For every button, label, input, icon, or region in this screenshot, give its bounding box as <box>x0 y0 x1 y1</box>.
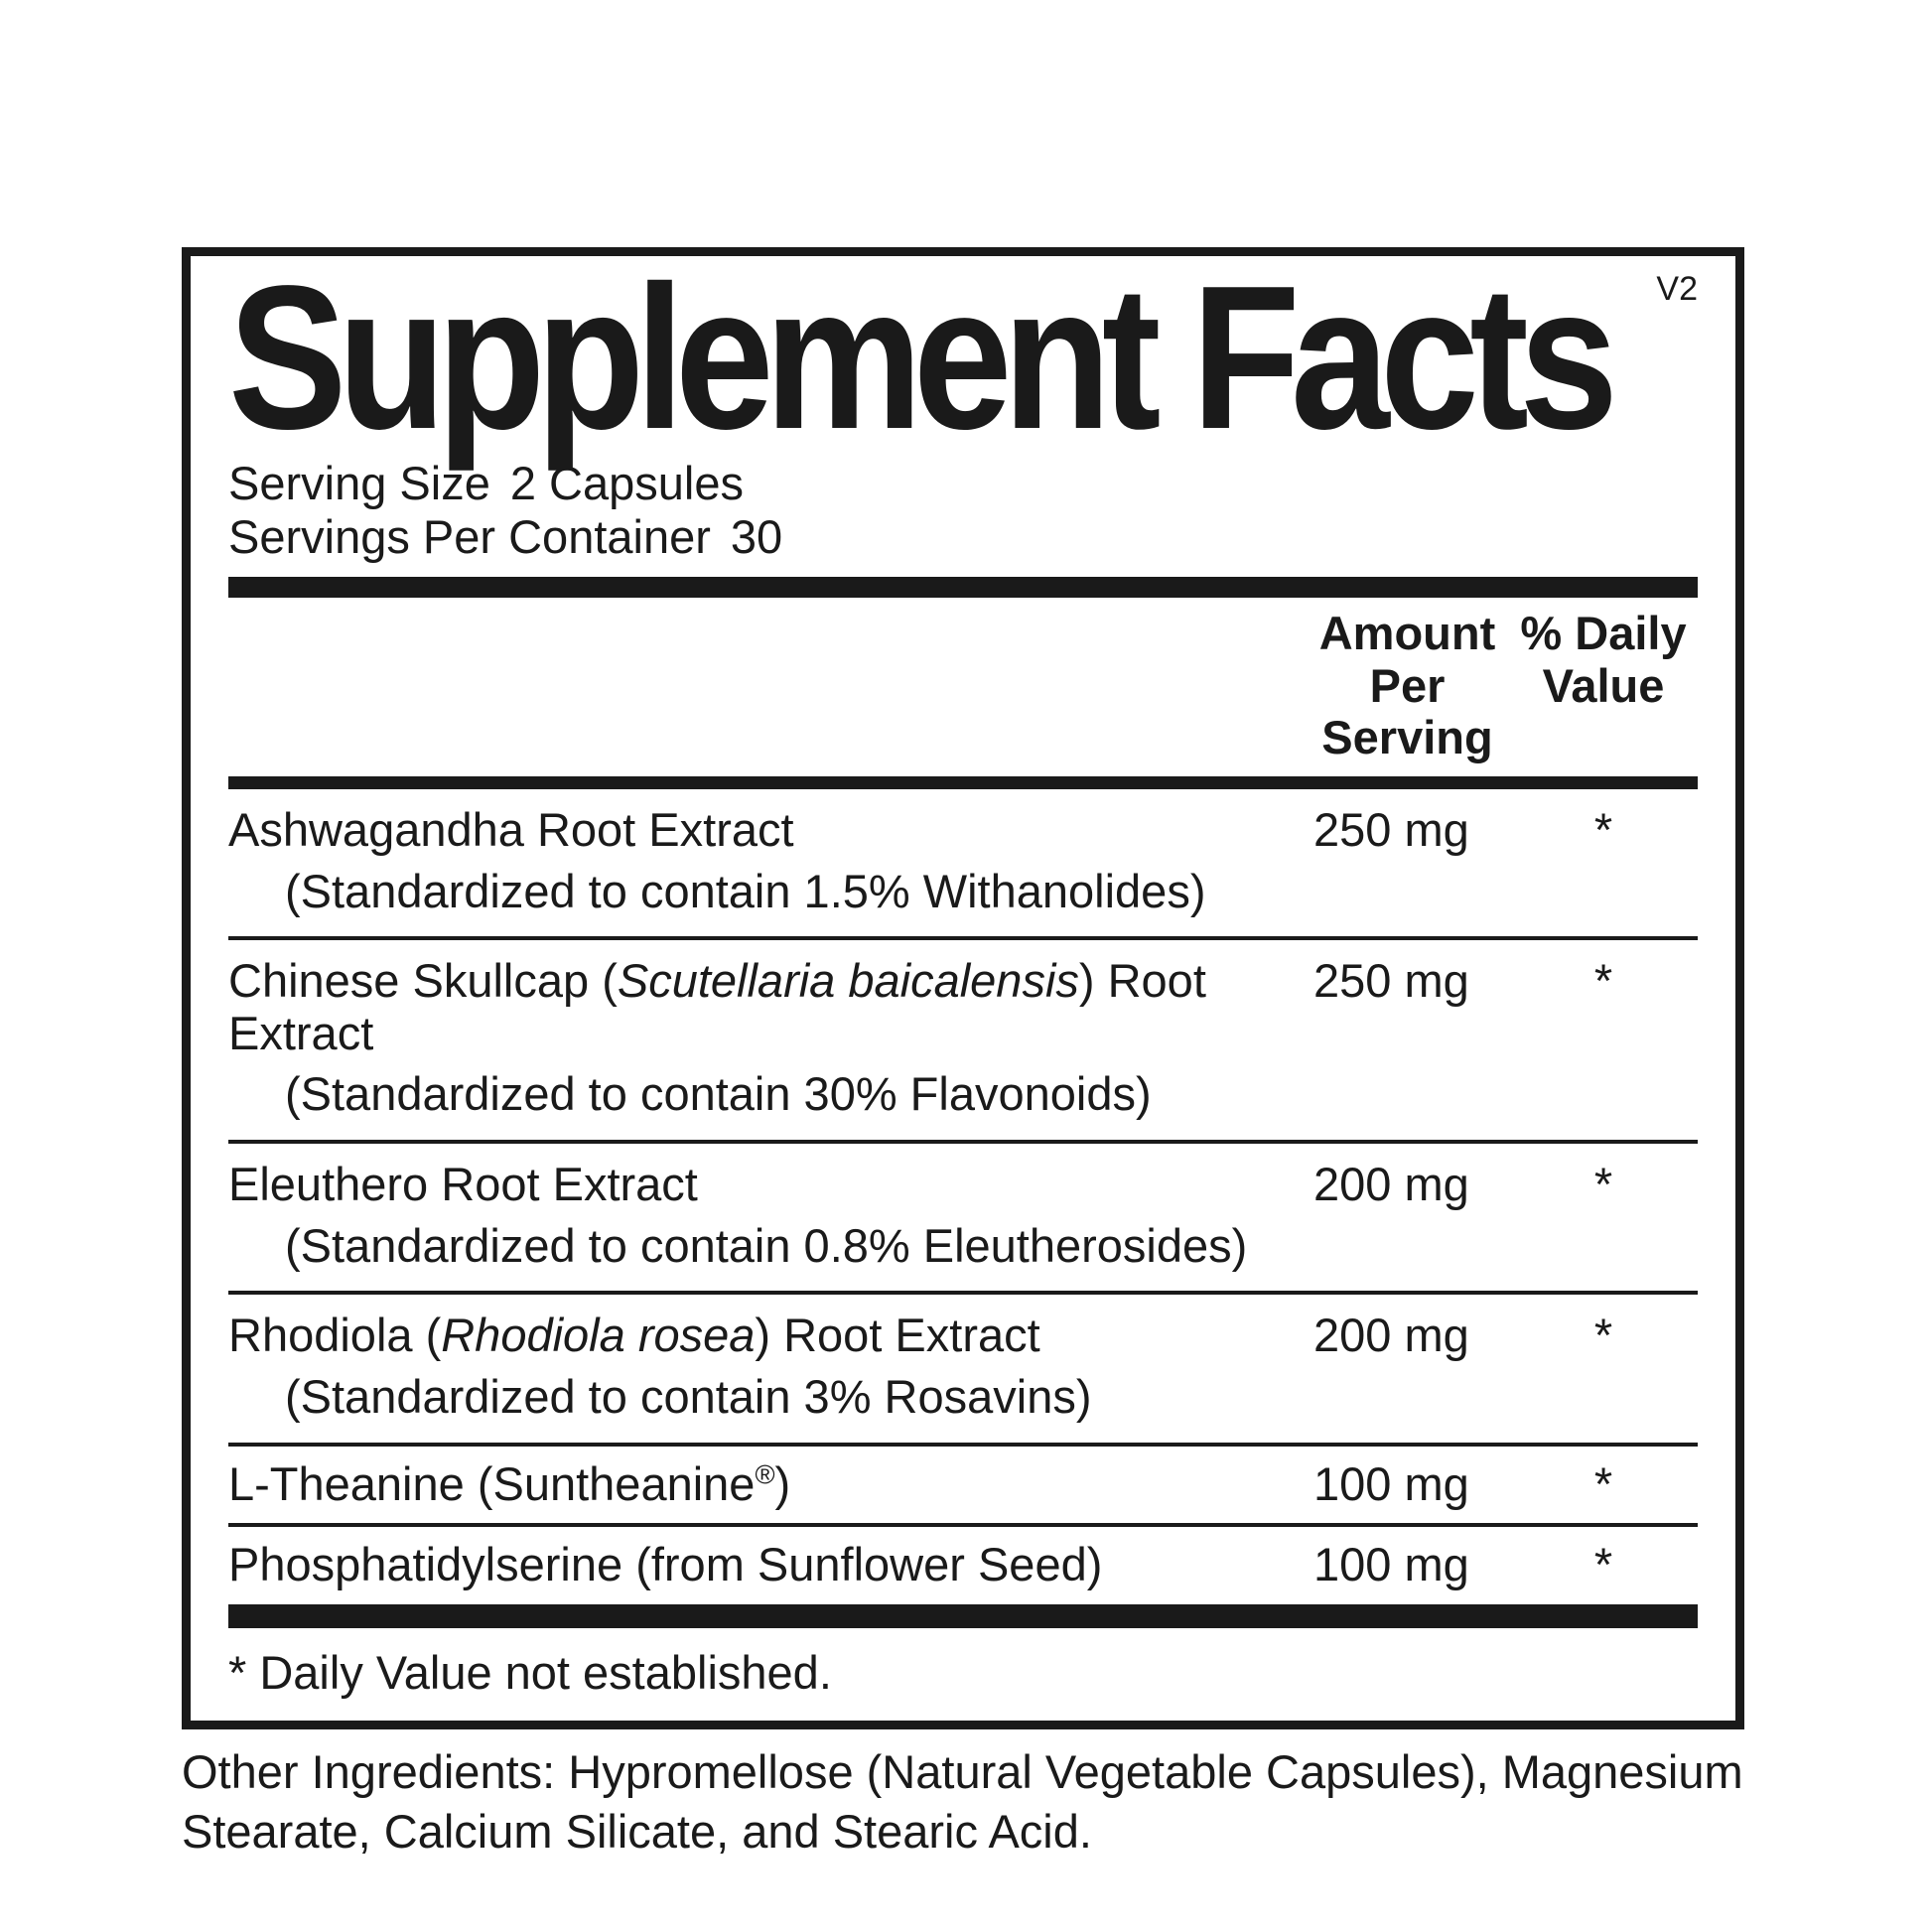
daily-value-asterisk: * <box>1593 954 1613 1008</box>
name-text: Eleuthero Root Extract <box>228 1158 698 1211</box>
name-text: Phosphatidylserine (from Sunflower Seed) <box>228 1538 1103 1591</box>
daily-value-asterisk: * <box>1593 1158 1613 1211</box>
ingredient-name: Rhodiola (Rhodiola rosea) Root Extract (… <box>228 1310 1306 1423</box>
name-trademark: ® <box>755 1457 775 1489</box>
daily-value-asterisk: * <box>1593 802 1613 856</box>
name-suffix: ) <box>774 1456 791 1510</box>
label-content: Supplement Facts V2 Serving Size 2 Capsul… <box>182 247 1744 1861</box>
serving-size-value: 2 Capsules <box>509 457 744 509</box>
supplement-facts-panel: Supplement Facts V2 Serving Size 2 Capsul… <box>182 247 1744 1729</box>
other-ingredients-text: Other Ingredients: Hypromellose (Natural… <box>182 1744 1743 1858</box>
header-dv-line1: % Daily <box>1520 607 1687 660</box>
servings-per-container-line: Servings Per Container 30 <box>228 510 1698 564</box>
ingredient-amount: 250 mg <box>1313 802 1469 856</box>
ingredient-name: L-Theanine (Suntheanine®) <box>228 1456 1306 1511</box>
ingredient-amount: 100 mg <box>1313 1538 1469 1591</box>
serving-info: Serving Size 2 Capsules Servings Per Cont… <box>228 457 1698 564</box>
ingredient-name: Ashwagandha Root Extract (Standardized t… <box>228 802 1306 917</box>
table-header-row: Amount Per Serving % Daily Value <box>228 598 1698 776</box>
ingredient-name: Eleuthero Root Extract (Standardized to … <box>228 1158 1306 1272</box>
divider-bar-medium <box>228 775 1698 789</box>
serving-size-label: Serving Size <box>228 457 490 509</box>
daily-value-asterisk: * <box>1593 1538 1613 1591</box>
ingredient-row-rhodiola: Rhodiola (Rhodiola rosea) Root Extract (… <box>228 1295 1698 1447</box>
daily-value-asterisk: * <box>1593 1309 1613 1362</box>
ingredient-row-phosphatidylserine: Phosphatidylserine (from Sunflower Seed)… <box>228 1527 1698 1604</box>
ingredient-amount: 200 mg <box>1313 1309 1469 1362</box>
name-suffix: ) Root Extract <box>755 1309 1040 1362</box>
name-suffix: ) Root Extract <box>228 954 1206 1059</box>
ingredient-amount: 200 mg <box>1313 1158 1469 1211</box>
name-text: Rhodiola ( <box>228 1309 442 1362</box>
header-percent-daily-value: % Daily Value <box>1509 607 1698 712</box>
ingredient-row-eleuthero: Eleuthero Root Extract (Standardized to … <box>228 1144 1698 1296</box>
standardization-note: (Standardized to contain 30% Flavonoids) <box>285 1067 1152 1121</box>
header-amount-line1: Amount Per <box>1318 607 1496 712</box>
servings-per-container-value: 30 <box>730 510 783 564</box>
name-text: L-Theanine (Suntheanine <box>228 1456 756 1510</box>
panel-title: Supplement Facts <box>228 243 1618 472</box>
daily-value-asterisk: * <box>1593 1456 1613 1510</box>
standardization-note: (Standardized to contain 3% Rosavins) <box>285 1369 1092 1423</box>
name-botanical: Rhodiola rosea <box>441 1309 756 1362</box>
ingredient-name: Chinese Skullcap (Scutellaria baicalensi… <box>228 954 1306 1121</box>
standardization-note: (Standardized to contain 1.5% Withanolid… <box>285 864 1206 917</box>
serving-size-line: Serving Size 2 Capsules <box>228 457 1698 510</box>
divider-bar-thick <box>228 577 1698 599</box>
version-superscript: V2 <box>1656 270 1698 308</box>
header-dv-line2: Value <box>1542 658 1665 712</box>
standardization-note: (Standardized to contain 0.8% Eleutheros… <box>285 1218 1248 1272</box>
name-text: Ashwagandha Root Extract <box>228 802 794 856</box>
ingredient-name: Phosphatidylserine (from Sunflower Seed) <box>228 1538 1306 1591</box>
ingredient-amount: 250 mg <box>1313 954 1469 1008</box>
ingredient-amount: 100 mg <box>1313 1456 1469 1510</box>
ingredient-row-l-theanine: L-Theanine (Suntheanine®) 100 mg * <box>228 1447 1698 1528</box>
header-amount-per-serving: Amount Per Serving <box>1306 607 1509 764</box>
divider-bar-thick <box>228 1603 1698 1628</box>
daily-value-footnote: * Daily Value not established. <box>228 1645 832 1699</box>
ingredient-row-ashwagandha: Ashwagandha Root Extract (Standardized t… <box>228 789 1698 941</box>
title-row: Supplement Facts V2 <box>228 255 1698 459</box>
header-amount-line2: Serving <box>1321 711 1493 764</box>
ingredient-row-chinese-skullcap: Chinese Skullcap (Scutellaria baicalensi… <box>228 940 1698 1145</box>
servings-per-container-label: Servings Per Container <box>228 510 711 564</box>
name-botanical: Scutellaria baicalensis <box>617 954 1079 1008</box>
name-text: Chinese Skullcap ( <box>228 954 618 1008</box>
